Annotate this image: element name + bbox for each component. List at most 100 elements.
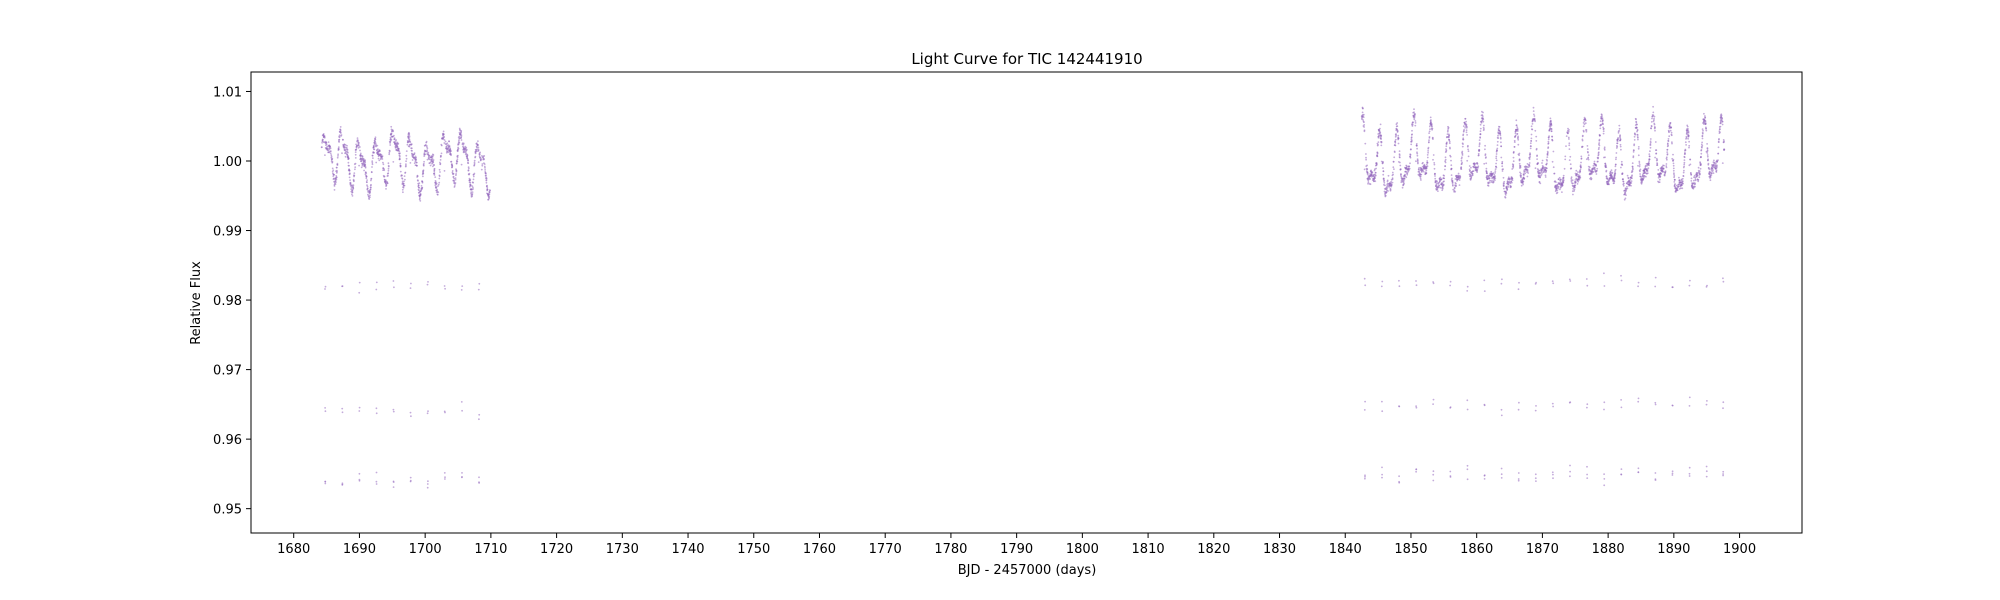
data-point (1535, 480, 1537, 482)
data-point (480, 158, 482, 161)
data-point (1409, 156, 1412, 159)
data-point (1546, 162, 1548, 165)
data-point (1637, 400, 1640, 403)
data-point (358, 291, 361, 294)
data-point (358, 406, 361, 409)
data-point (1488, 177, 1491, 180)
data-point (1665, 156, 1668, 159)
data-point (1698, 170, 1701, 173)
data-point (455, 162, 458, 165)
data-point (1485, 162, 1488, 165)
data-point (1573, 190, 1575, 192)
data-point (1561, 191, 1563, 194)
data-point (1705, 465, 1708, 468)
data-point (1429, 128, 1431, 131)
data-point (1541, 162, 1543, 164)
data-point (1443, 177, 1446, 180)
data-point (1496, 147, 1499, 150)
data-point (1545, 167, 1548, 170)
data-point (357, 145, 360, 147)
data-point (1401, 186, 1404, 189)
data-point (1722, 277, 1724, 280)
data-point (1701, 146, 1703, 149)
data-point (1495, 153, 1498, 155)
data-point (347, 155, 349, 157)
data-point (338, 136, 341, 139)
data-point (1516, 133, 1519, 135)
data-point (344, 144, 347, 146)
data-point (1555, 181, 1557, 184)
data-point (1642, 179, 1645, 181)
data-point (462, 142, 465, 145)
data-point (1534, 120, 1536, 123)
data-point (401, 188, 404, 191)
data-point (1544, 174, 1547, 177)
data-point (465, 148, 468, 151)
data-point (1568, 278, 1571, 281)
x-tick-label: 1850 (1394, 542, 1427, 557)
data-point (1409, 153, 1412, 156)
data-point (379, 150, 381, 153)
data-point (409, 141, 412, 144)
data-point (1364, 400, 1366, 403)
data-point (1646, 172, 1649, 175)
data-point (1552, 473, 1554, 476)
data-point (409, 162, 412, 164)
data-point (1494, 179, 1496, 182)
data-point (1461, 154, 1464, 156)
data-point (397, 147, 400, 150)
data-point (421, 181, 424, 184)
data-point (1714, 162, 1717, 165)
data-point (1500, 477, 1503, 479)
x-tick-label: 1780 (934, 542, 967, 557)
data-point (1665, 166, 1668, 169)
data-point (1613, 180, 1616, 183)
data-point (1568, 138, 1570, 140)
data-point (466, 154, 469, 157)
data-point (1597, 148, 1600, 151)
data-point (1657, 176, 1660, 179)
data-point (1649, 150, 1651, 153)
data-point (1601, 115, 1603, 118)
data-point (325, 141, 328, 144)
data-point (1513, 141, 1516, 144)
data-point (1712, 169, 1714, 172)
data-point (1483, 162, 1486, 165)
data-point (1380, 285, 1383, 288)
data-point (423, 160, 425, 163)
data-point (1366, 168, 1369, 170)
data-point (1550, 128, 1553, 131)
data-point (1378, 129, 1381, 132)
data-point (473, 172, 476, 175)
data-point (1461, 161, 1463, 164)
data-point (1620, 274, 1622, 277)
data-point (331, 167, 334, 170)
data-point (1510, 185, 1512, 188)
data-point (1494, 170, 1497, 173)
data-point (1531, 128, 1534, 131)
data-point (1376, 155, 1379, 158)
data-point (1439, 176, 1442, 179)
data-point (1603, 149, 1606, 151)
data-point (1573, 188, 1576, 191)
data-point (1570, 179, 1573, 182)
data-point (1722, 470, 1725, 473)
x-tick-label: 1830 (1263, 542, 1296, 557)
data-point (1432, 470, 1435, 473)
data-point (1557, 185, 1560, 188)
data-point (450, 154, 452, 157)
data-point (1650, 121, 1653, 123)
data-point (1483, 279, 1486, 282)
data-point (1547, 142, 1550, 145)
data-point (1654, 401, 1657, 404)
data-point (1449, 147, 1451, 150)
data-point (372, 157, 374, 160)
data-point (1492, 179, 1494, 182)
data-point (1377, 141, 1380, 144)
data-point (1397, 137, 1400, 140)
data-point (1643, 177, 1645, 179)
data-point (1672, 153, 1674, 156)
data-point (1507, 183, 1510, 186)
data-point (405, 150, 408, 153)
data-point (1398, 285, 1401, 288)
